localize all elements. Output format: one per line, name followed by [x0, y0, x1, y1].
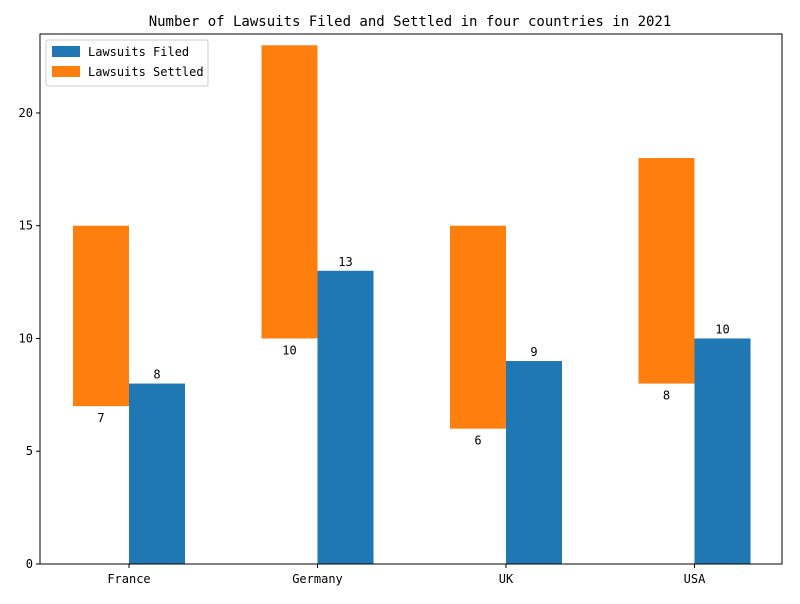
plot-frame — [39, 33, 783, 565]
data-label-filed-uk: 9 — [530, 345, 537, 359]
y-tick-label-15: 15 — [19, 219, 33, 233]
x-tick-label-france: France — [107, 572, 150, 586]
bar-filed-usa — [694, 338, 751, 564]
legend: Lawsuits Filed Lawsuits Settled — [45, 39, 209, 87]
x-tick-label-uk: UK — [499, 572, 514, 586]
legend-swatch-filed — [52, 46, 80, 57]
bars-group — [73, 45, 751, 564]
data-label-settled-germany: 10 — [282, 343, 296, 357]
bar-filed-france — [129, 383, 185, 564]
x-tick-label-germany: Germany — [292, 572, 343, 586]
bar-settled-germany — [261, 45, 318, 339]
data-label-settled-usa: 8 — [663, 389, 670, 403]
bar-filed-germany — [317, 270, 374, 564]
bar-settled-france — [73, 225, 129, 407]
data-label-filed-france: 8 — [153, 368, 160, 382]
data-label-settled-france: 7 — [97, 411, 104, 425]
data-labels-group: 8 7 13 10 9 6 10 8 — [97, 255, 729, 448]
legend-swatch-settled — [52, 66, 80, 77]
y-axis: 0 5 10 15 20 — [19, 106, 40, 571]
x-axis: France Germany UK USA — [107, 564, 706, 586]
y-tick-label-0: 0 — [26, 557, 33, 571]
y-tick-label-20: 20 — [19, 106, 33, 120]
data-label-filed-usa: 10 — [715, 322, 729, 336]
legend-label-filed: Lawsuits Filed — [88, 45, 189, 59]
bar-settled-usa — [638, 158, 695, 384]
data-label-settled-uk: 6 — [474, 434, 481, 448]
legend-box — [45, 39, 209, 87]
chart-title: Number of Lawsuits Filed and Settled in … — [149, 14, 672, 30]
y-tick-label-5: 5 — [26, 444, 33, 458]
data-label-filed-germany: 13 — [338, 255, 352, 269]
bar-settled-uk — [450, 225, 506, 429]
bar-filed-uk — [506, 361, 562, 564]
x-tick-label-usa: USA — [684, 572, 706, 586]
y-tick-label-10: 10 — [19, 331, 33, 345]
legend-label-settled: Lawsuits Settled — [88, 65, 204, 79]
